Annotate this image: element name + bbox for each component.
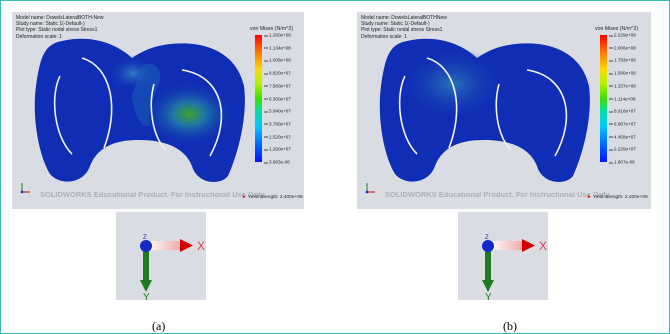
- x-axis-label-a: X: [197, 239, 205, 253]
- plot-type-b: Plot type: Static nodal stress Stress1: [361, 27, 443, 34]
- colorbar-tick-label: 8.820e+07: [264, 70, 291, 76]
- model-name-b: Model name: DowelsLateralBOTHNew: [361, 15, 447, 21]
- yield-strength-b: ► Yield strength: 2.400e+08: [587, 195, 648, 200]
- z-axis-label-a: Z: [143, 235, 147, 241]
- colorbar-ticks-a: 1.260e+08 1.134e+08 1.008e+08 8.820e+07 7.56…: [264, 32, 309, 165]
- colorbar-tick-label: 5.040e+07: [264, 108, 291, 114]
- colorbar-ticks-b: 2.229e+08 2.006e+08 1.783e+08 1.560e+08 1.33…: [609, 32, 654, 165]
- colorbar-tick-label: 2.229e+07: [609, 146, 636, 152]
- legend-title-a: von Mises (N/m^2): [250, 26, 294, 32]
- colorbar-tick-label: 1.260e+07: [264, 146, 291, 152]
- colorbar-tick-label: 6.300e+07: [264, 96, 291, 101]
- study-name-a: Study name: Static 1(-Default-): [16, 21, 85, 28]
- model-name-a: Model name: DowelsLateralBOTH-New: [16, 15, 104, 21]
- colorbar-tick-label: 2.006e+08: [609, 45, 636, 51]
- colorbar-b: [600, 35, 607, 162]
- study-name-b: Study name: Static 1(-Default-): [361, 21, 430, 28]
- colorbar-tick-label: 1.560e+08: [609, 70, 636, 76]
- panel-a: Model name: DowelsLateralBOTH-New Study …: [12, 12, 304, 209]
- z-axis-label-b: Z: [485, 235, 489, 241]
- plot-type-a: Plot type: Static nodal stress Stress1: [16, 27, 98, 34]
- colorbar-tick-label: 4.458e+07: [609, 134, 636, 140]
- x-axis-label-b: X: [539, 239, 547, 253]
- colorbar-tick-label: 1.260e+08: [264, 32, 291, 38]
- axis-triad-b: X Y Z: [458, 212, 548, 303]
- panel-b: Model name: DowelsLateralBOTHNew Study n…: [357, 12, 651, 209]
- stress-model-b: [377, 36, 592, 186]
- mini-triad-a: [18, 180, 32, 199]
- colorbar-tick-label: 1.807e-06: [609, 159, 635, 165]
- colorbar-tick-label: 6.687e+07: [609, 121, 636, 127]
- yield-strength-a: ► Yield strength: 2.400e+08: [242, 195, 303, 200]
- stress-model-a: [32, 36, 247, 186]
- colorbar-tick-label: 1.337e+08: [609, 83, 636, 89]
- colorbar-a: [255, 35, 262, 162]
- axis-triad-a: X Y Z: [116, 212, 206, 303]
- mini-triad-b: [363, 180, 377, 199]
- colorbar-tick-label: 2.520e+07: [264, 134, 291, 140]
- colorbar-tick-label: 3.780e+07: [264, 121, 291, 127]
- colorbar-tick-label: 1.783e+08: [609, 57, 636, 63]
- colorbar-tick-label: 8.916e+07: [609, 108, 636, 114]
- colorbar-tick-label: 1.134e+08: [264, 45, 291, 51]
- y-axis-label-a: Y: [143, 292, 150, 300]
- watermark-b: SOLIDWORKS Educational Product. For Inst…: [385, 190, 612, 199]
- colorbar-tick-label: 3.963e-06: [264, 159, 290, 165]
- caption-b: (b): [503, 319, 517, 333]
- colorbar-tick-label: 2.229e+08: [609, 32, 636, 38]
- colorbar-tick-label: 1.008e+08: [264, 57, 291, 63]
- y-axis-label-b: Y: [485, 292, 492, 300]
- watermark-a: SOLIDWORKS Educational Product. For Inst…: [40, 190, 267, 199]
- legend-title-b: von Mises (N/m^2): [595, 26, 639, 32]
- caption-a: (a): [152, 319, 166, 333]
- colorbar-tick-label: 1.114e+08: [609, 96, 636, 101]
- colorbar-tick-label: 7.560e+07: [264, 83, 291, 89]
